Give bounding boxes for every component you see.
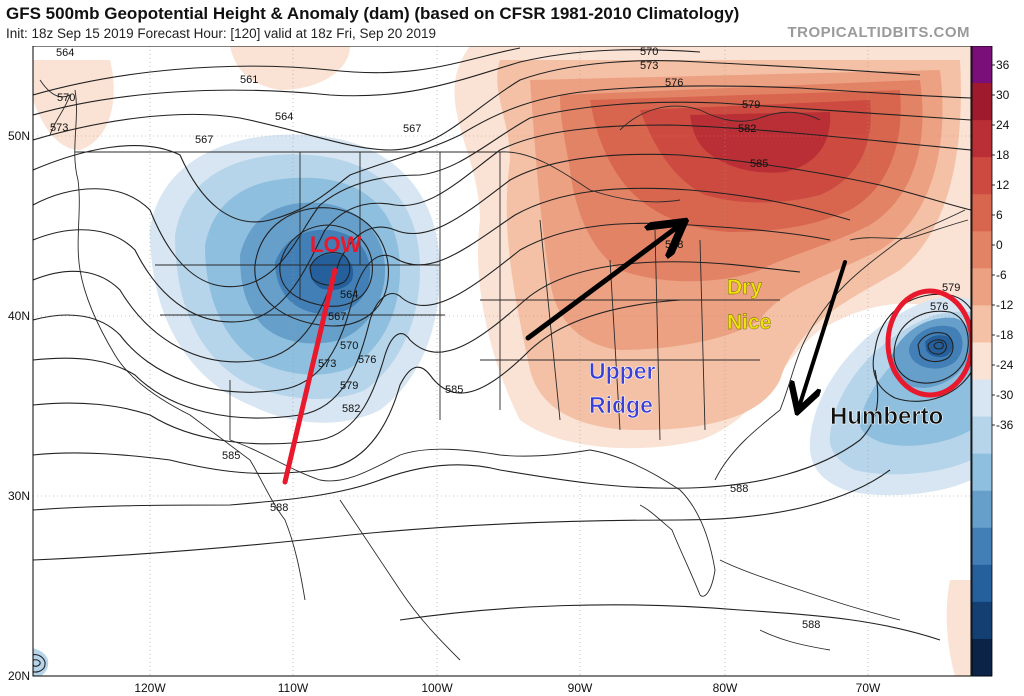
forecast-info: Init: 18z Sep 15 2019 Forecast Hour: [12… <box>6 26 437 41</box>
colorbar-swatch <box>972 490 992 529</box>
colorbar-frame <box>971 45 993 677</box>
colorbar-swatch <box>972 268 992 306</box>
contour-label: 570 <box>640 46 658 58</box>
lat-lon-grid <box>33 46 971 676</box>
contour-label: 570 <box>57 92 75 104</box>
colorbar-swatch <box>972 120 992 158</box>
colorbar-tick-label: 24 <box>996 118 1010 132</box>
lat-label-20n: 20N <box>8 669 30 683</box>
negative-anomaly-shading <box>150 134 440 423</box>
colorbar-tick-label: -6 <box>996 268 1007 282</box>
contour-label: 564 <box>275 111 293 123</box>
colorbar-swatch <box>972 342 992 381</box>
site-credit: TROPICALTIDBITS.COM <box>787 24 970 41</box>
lon-label-110w: 110W <box>278 681 309 695</box>
lat-label-50n: 50N <box>8 129 30 143</box>
contour-label: 576 <box>930 301 948 313</box>
contour-label: 588 <box>730 483 748 495</box>
contour-label: 582 <box>738 123 756 135</box>
annotation-labels: LOW Dry Nice Upper Ridge Humberto <box>310 232 944 430</box>
lon-label-100w: 100W <box>421 681 453 695</box>
trough-axis-line <box>282 267 338 485</box>
colorbar-tick-label: -12 <box>996 298 1014 312</box>
page-title: GFS 500mb Geopotential Height & Anomaly … <box>6 4 740 23</box>
colorbar-tick-label: 18 <box>996 148 1010 162</box>
colorbar-tick-label: -30 <box>996 388 1014 402</box>
colorbar-swatch <box>972 194 992 232</box>
colorbar-swatch <box>972 305 992 343</box>
contour-labels: 564 561 564 567 570 573 567 570 573 576 … <box>50 46 960 631</box>
lat-label-40n: 40N <box>8 309 30 323</box>
contour-label: 564 <box>340 289 358 301</box>
colorbar-swatch <box>972 453 992 492</box>
contour-label: 588 <box>270 502 288 514</box>
colorbar-swatch <box>972 157 992 195</box>
contour-label: 567 <box>328 311 346 323</box>
contour-label: 567 <box>403 123 421 135</box>
colorbar-tick-label: -24 <box>996 358 1014 372</box>
contour-label: 585 <box>445 384 463 396</box>
contour-label: 564 <box>56 47 74 59</box>
colorbar-swatch <box>972 231 992 269</box>
contour-label: 576 <box>665 77 683 89</box>
ridge-label: Ridge <box>589 392 653 418</box>
colorbar-swatch <box>972 527 992 566</box>
colorbar-tick-label: 30 <box>996 88 1010 102</box>
contour-label: 576 <box>358 354 376 366</box>
humberto-label: Humberto <box>830 403 943 430</box>
contour-label: 573 <box>50 122 68 134</box>
contour-label: 585 <box>222 450 240 462</box>
dry-label: Dry <box>727 276 762 299</box>
contour-label: 579 <box>742 99 760 111</box>
contour-label: 588 <box>802 619 820 631</box>
latitude-labels: 50N 40N 30N 20N <box>8 129 30 683</box>
lon-label-80w: 80W <box>713 681 738 695</box>
lon-label-120w: 120W <box>134 681 166 695</box>
map-frame <box>32 45 972 677</box>
contour-label: 567 <box>195 134 213 146</box>
contour-label: 579 <box>942 282 960 294</box>
ridge-arrow <box>525 228 676 341</box>
lat-label-30n: 30N <box>8 489 30 503</box>
header: GFS 500mb Geopotential Height & Anomaly … <box>0 0 1024 46</box>
contour-label: 588 <box>665 239 683 251</box>
low-label: LOW <box>310 232 362 257</box>
colorbar-tick-label: 0 <box>996 238 1003 252</box>
colorbar-swatch <box>972 83 992 121</box>
longitude-labels: 120W 110W 100W 90W 80W 70W <box>134 681 881 695</box>
colorbar-swatch <box>972 416 992 455</box>
contour-label: 570 <box>340 340 358 352</box>
colorbar: 36 30 24 18 12 6 0 -6 -12 -18 -24 -30 -36 <box>971 45 1014 677</box>
southward-arrow <box>800 260 847 404</box>
lon-label-90w: 90W <box>568 681 593 695</box>
coastlines-and-borders <box>39 79 969 661</box>
lon-label-70w: 70W <box>856 681 881 695</box>
contour-label: 561 <box>240 74 258 86</box>
colorbar-swatch <box>972 46 992 84</box>
contour-label: 585 <box>750 158 768 170</box>
colorbar-tick-label: -18 <box>996 328 1014 342</box>
contour-label: 573 <box>318 358 336 370</box>
contour-label: 582 <box>342 403 360 415</box>
upper-label: Upper <box>589 358 656 384</box>
colorbar-tick-label: 6 <box>996 208 1003 222</box>
humberto-circle <box>885 288 971 398</box>
contour-label: 579 <box>340 380 358 392</box>
colorbar-tick-label: 12 <box>996 178 1010 192</box>
colorbar-swatch <box>972 379 992 418</box>
colorbar-swatch <box>972 564 992 603</box>
colorbar-tick-label: 36 <box>996 58 1010 72</box>
colorbar-tick-label: -36 <box>996 418 1014 432</box>
annotations <box>282 228 971 485</box>
colorbar-swatch <box>972 638 992 677</box>
nice-label: Nice <box>727 311 771 334</box>
contour-label: 573 <box>640 60 658 72</box>
colorbar-swatch <box>972 601 992 640</box>
